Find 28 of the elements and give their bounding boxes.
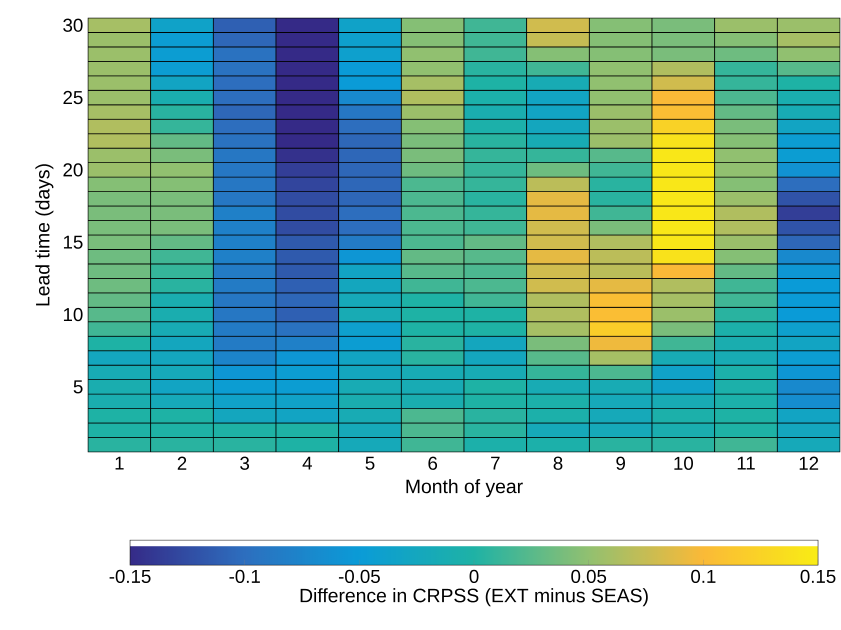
color-bar-label: 0.1 (691, 570, 716, 584)
x-tick-label: 7 (491, 456, 500, 470)
color-bar-title: Difference in CRPSS (EXT minus SEAS) (300, 588, 648, 606)
color-bar-label: -0.15 (110, 570, 151, 584)
x-tick-label: 6 (428, 456, 438, 470)
x-tick-label: 4 (302, 456, 312, 470)
y-tick-label: 20 (63, 163, 83, 177)
x-tick-label: 12 (800, 456, 818, 470)
y-tick-label: 5 (74, 380, 83, 394)
x-tick-label: 1 (116, 456, 124, 470)
y-tick-label: 30 (63, 18, 83, 32)
color-bar-label: 0 (470, 570, 479, 584)
y-tick-label: 10 (64, 308, 83, 322)
x-tick-label: 2 (178, 456, 186, 470)
y-axis-title: Lead time (days) (35, 164, 54, 306)
x-tick-label: 3 (240, 456, 250, 470)
y-tick-label: 25 (63, 90, 83, 104)
color-bar-label: -0.1 (229, 570, 260, 584)
x-tick-label: 8 (554, 456, 562, 470)
x-axis-title: Month of year (406, 479, 523, 498)
x-tick-label: 5 (366, 456, 374, 470)
y-tick-label: 15 (64, 236, 83, 249)
x-tick-label: 9 (616, 456, 625, 470)
color-bar-label: 0.05 (571, 570, 606, 584)
x-tick-label: 10 (674, 456, 693, 470)
x-tick-label: 11 (738, 456, 755, 470)
color-bar-label: -0.05 (338, 570, 380, 584)
color-bar-label: 0.15 (800, 570, 836, 584)
